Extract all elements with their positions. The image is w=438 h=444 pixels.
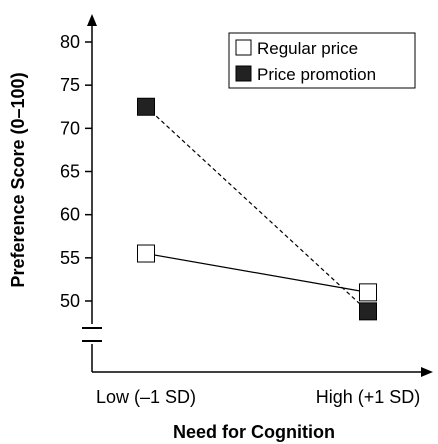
y-ticks: 50 55 60 65 70 75 80 (60, 32, 92, 311)
y-axis-arrow (87, 14, 97, 26)
y-tick-label-80: 80 (60, 32, 80, 52)
legend: Regular price Price promotion (228, 32, 416, 89)
data-point-regular-price-low (137, 244, 155, 263)
x-axis-title: Need for Cognition (173, 422, 335, 442)
y-tick-label-50: 50 (60, 291, 80, 311)
y-tick-label-65: 65 (60, 162, 80, 182)
legend-marker-price-promotion (235, 65, 252, 82)
series-line-price-promotion (145, 106, 369, 312)
series-lines (145, 106, 369, 312)
series-line-regular-price (145, 252, 369, 293)
x-axis-arrow (421, 367, 433, 377)
legend-box (228, 32, 416, 89)
y-tick-label-60: 60 (60, 205, 80, 225)
y-tick-label-55: 55 (60, 248, 80, 268)
data-point-regular-price-high (359, 283, 377, 302)
series-markers (137, 97, 377, 321)
legend-marker-regular-price (235, 39, 252, 56)
data-point-price-promotion-high (359, 302, 377, 321)
legend-label-regular-price: Regular price (257, 39, 358, 58)
x-tick-label-high: High (+1 SD) (316, 387, 421, 407)
data-point-price-promotion-low (137, 97, 155, 116)
legend-label-price-promotion: Price promotion (257, 65, 376, 84)
y-tick-label-75: 75 (60, 75, 80, 95)
y-axis-title: Preference Score (0–100) (8, 72, 28, 287)
y-tick-label-70: 70 (60, 118, 80, 138)
x-tick-label-low: Low (–1 SD) (96, 387, 196, 407)
